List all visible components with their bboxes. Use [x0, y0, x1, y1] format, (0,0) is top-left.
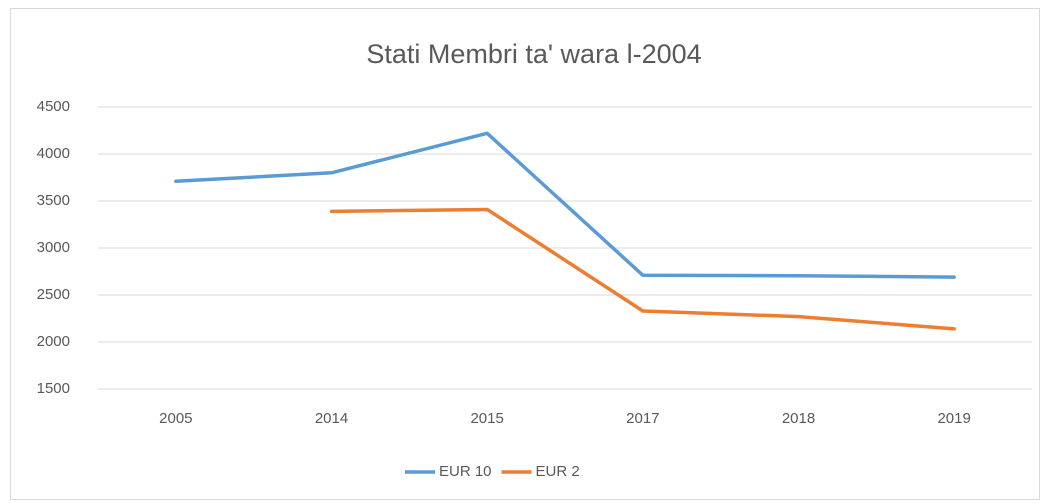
legend-label: EUR 10 — [439, 463, 492, 480]
x-tick-label: 2015 — [470, 410, 503, 427]
x-tick-label: 2017 — [626, 410, 659, 427]
legend-label: EUR 2 — [536, 463, 580, 480]
chart-title: Stati Membri ta' wara l-2004 — [366, 39, 701, 69]
y-tick-label: 3000 — [37, 239, 70, 256]
series-line — [174, 131, 956, 279]
y-tick-label: 4000 — [37, 145, 70, 162]
y-tick-label: 2000 — [37, 333, 70, 350]
x-tick-label: 2005 — [159, 410, 192, 427]
x-tick-label: 2014 — [315, 410, 348, 427]
y-tick-label: 3500 — [37, 192, 70, 209]
y-tick-label: 1500 — [37, 380, 70, 397]
chart-border — [10, 8, 1040, 500]
x-tick-label: 2019 — [937, 410, 970, 427]
x-tick-label: 2018 — [782, 410, 815, 427]
y-tick-label: 2500 — [37, 286, 70, 303]
series-line — [329, 207, 956, 331]
y-tick-label: 4500 — [37, 98, 70, 115]
